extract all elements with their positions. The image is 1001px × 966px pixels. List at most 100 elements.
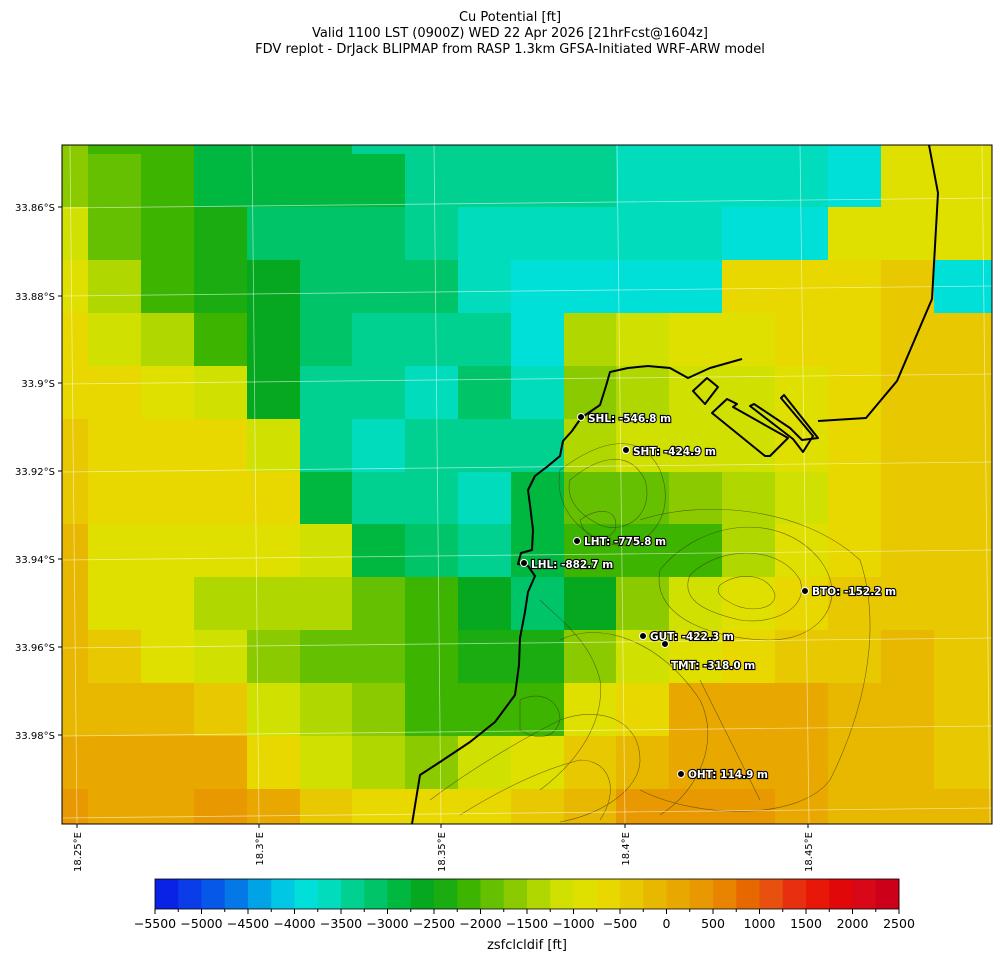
colorbar-swatch: [689, 879, 714, 909]
heatmap-cell: [62, 524, 89, 578]
heatmap-cell: [352, 260, 406, 314]
colorbar-label: zsfclcldif [ft]: [487, 938, 567, 953]
heatmap-cell: [300, 472, 353, 525]
heatmap-cell: [62, 419, 89, 473]
heatmap-cell: [511, 419, 565, 473]
colorbar-tick-label: −4000: [273, 916, 315, 931]
heatmap-cell: [934, 789, 992, 824]
heatmap-cell: [669, 683, 723, 737]
heatmap-cell: [141, 313, 195, 367]
heatmap-cell: [62, 207, 89, 261]
heatmap-cell: [458, 789, 512, 824]
lat-tick-label: 33.9°S: [21, 379, 55, 390]
heatmap-cell: [458, 683, 512, 737]
lon-tick-label: 18.4°E: [621, 832, 632, 866]
station-dot: [677, 770, 685, 778]
heatmap-cell: [722, 145, 776, 155]
heatmap-cell: [141, 154, 195, 208]
heatmap-cell: [511, 472, 565, 525]
graticule: [61, 144, 993, 825]
colorbar-swatch: [759, 879, 784, 909]
heatmap-cell: [669, 630, 723, 684]
heatmap-cell: [616, 260, 670, 314]
heatmap-cell: [458, 207, 512, 261]
colorbar-swatch: [713, 879, 737, 909]
heatmap-cell: [352, 313, 406, 367]
heatmap-cell: [405, 683, 459, 737]
colorbar-tick-label: −3000: [366, 916, 408, 931]
heatmap-cell: [881, 313, 935, 367]
heatmap-cell: [62, 145, 89, 155]
heatmap-cell: [194, 789, 248, 824]
heatmap-cell: [828, 366, 882, 420]
heatmap-cell: [564, 577, 617, 631]
heatmap-cell: [934, 736, 992, 790]
heatmap-cell: [300, 683, 353, 737]
heatmap-cell: [564, 472, 617, 525]
heatmap-cell: [511, 366, 565, 420]
heatmap-cell: [616, 419, 670, 473]
colorbar-tick-label: −1500: [506, 916, 548, 931]
heatmap-cell: [405, 419, 459, 473]
colorbar-tick-label: −4500: [227, 916, 269, 931]
heatmap-cell: [352, 630, 406, 684]
heatmap-cell: [88, 207, 142, 261]
heatmap-cell: [300, 419, 353, 473]
colorbar-swatch: [782, 879, 807, 909]
heatmap-cell: [828, 145, 882, 155]
heatmap-cell: [352, 683, 406, 737]
heatmap-cell: [405, 472, 459, 525]
colorbar-swatch: [620, 879, 644, 909]
heatmap-cell: [881, 630, 935, 684]
heatmap-cell: [511, 145, 565, 155]
heatmap-cell: [62, 313, 89, 367]
heatmap-cell: [511, 736, 565, 790]
station-label: OHT: 114.9 m: [688, 769, 768, 781]
heatmap-cell: [300, 154, 353, 208]
station-dot: [573, 537, 581, 545]
heatmap-cell: [352, 419, 406, 473]
colorbar-tick-label: 1000: [744, 916, 776, 931]
heatmap-cell: [88, 145, 142, 155]
heatmap-cell: [141, 683, 195, 737]
colorbar-swatch: [201, 879, 226, 909]
heatmap-cell: [88, 524, 142, 578]
heatmap-cell: [511, 789, 565, 824]
heatmap-cell: [247, 683, 301, 737]
colorbar-tick-label: 2500: [883, 916, 915, 931]
colorbar-tick-label: −1000: [552, 916, 594, 931]
heatmap-cell: [934, 577, 992, 631]
latitude-axis: 33.86°S 33.88°S 33.9°S 33.92°S 33.94°S 33.96°…: [15, 203, 62, 742]
colorbar-tick-label: 2000: [837, 916, 869, 931]
heatmap-cell: [775, 472, 829, 525]
heatmap-cell: [775, 630, 829, 684]
heatmap-cell: [458, 524, 512, 578]
heatmap-cell: [405, 736, 459, 790]
heatmap-cell: [564, 789, 617, 824]
heatmap-cell: [88, 630, 142, 684]
heatmap-cell: [194, 419, 248, 473]
heatmap-cell: [194, 207, 248, 261]
heatmap-cell: [194, 145, 248, 155]
map-plot-area: SHL: -546.8 m SHT: -424.9 m LHT: -775.8 m L…: [61, 144, 993, 825]
heatmap-cell: [300, 366, 353, 420]
heatmap-cell: [405, 524, 459, 578]
heatmap-cell: [828, 207, 882, 261]
colorbar-swatch: [178, 879, 202, 909]
heatmap-cell: [88, 154, 142, 208]
heatmap-cell: [881, 577, 935, 631]
heatmap-cell: [616, 577, 670, 631]
heatmap-cell: [458, 260, 512, 314]
colorbar-swatch: [852, 879, 877, 909]
heatmap-cell: [934, 154, 992, 208]
colorbar-swatch: [736, 879, 760, 909]
heatmap-cell: [300, 524, 353, 578]
heatmap-cell: [141, 145, 195, 155]
heatmap-cell: [669, 260, 723, 314]
heatmap-cell: [352, 207, 406, 261]
heatmap-cell: [247, 736, 301, 790]
heatmap-cell: [881, 366, 935, 420]
colorbar-swatch: [503, 879, 528, 909]
heatmap-cell: [405, 313, 459, 367]
